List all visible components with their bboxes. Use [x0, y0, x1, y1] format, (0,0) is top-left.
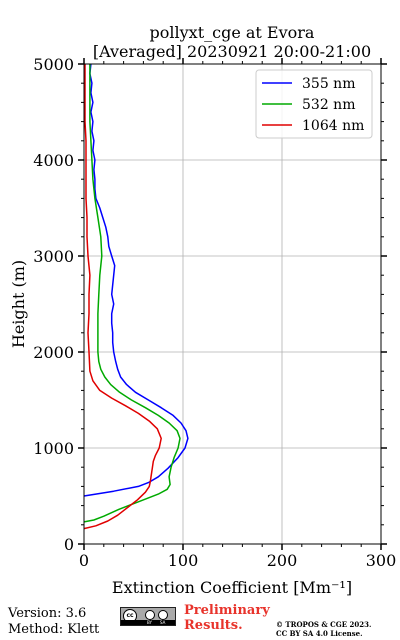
y-tick-label: 5000: [33, 55, 74, 74]
legend-box: [255, 69, 373, 139]
legend-label: 355 nm: [302, 76, 355, 92]
cc-by-icon: [145, 610, 155, 620]
plot-area: [83, 63, 189, 530]
axes-frame: [83, 63, 382, 545]
series-line-1: [83, 63, 189, 497]
x-axis-label: Extinction Coefficient [Mm⁻¹]: [112, 578, 352, 597]
y-tick-label: 0: [64, 535, 74, 554]
y-axis-label: Height (m): [9, 260, 28, 348]
x-tick-label: 0: [79, 551, 89, 570]
cc-sa-icon: [158, 610, 168, 620]
extinction-profile-chart: pollyxt_cge at Evora [Averaged] 20230921…: [9, 23, 396, 597]
preliminary-line2: Results.: [184, 618, 243, 633]
y-tick-label: 1000: [33, 439, 74, 458]
x-tick-label: 200: [267, 551, 298, 570]
preliminary-notice: Preliminary Results.: [184, 603, 270, 633]
legend-label: 1064 nm: [302, 118, 364, 134]
y-tick-label: 4000: [33, 151, 74, 170]
chart-title: pollyxt_cge at Evora: [150, 23, 315, 42]
y-tick-label: 3000: [33, 247, 74, 266]
series-line-3: [83, 64, 162, 530]
legend: 355 nm 532 nm 1064 nm: [255, 69, 373, 139]
legend-label: 532 nm: [302, 97, 355, 113]
y-tick-label: 2000: [33, 343, 74, 362]
method-label: Method: Klett: [8, 622, 100, 637]
series-line-2: [83, 64, 181, 523]
version-label: Version: 3.6: [8, 606, 87, 621]
preliminary-line1: Preliminary: [184, 603, 270, 618]
x-tick-label: 100: [168, 551, 199, 570]
copyright-line2: CC BY SA 4.0 License.: [276, 629, 363, 638]
x-tick-label: 300: [366, 551, 397, 570]
cc-license-badge: cc BY SA: [120, 607, 176, 626]
copyright-line1: © TROPOS & CGE 2023.: [276, 620, 372, 629]
chart-subtitle: [Averaged] 20230921 20:00-21:00: [93, 42, 371, 61]
copyright-notice: © TROPOS & CGE 2023. CC BY SA 4.0 Licens…: [276, 620, 371, 638]
cc-badge-bar: BY SA: [121, 620, 175, 625]
